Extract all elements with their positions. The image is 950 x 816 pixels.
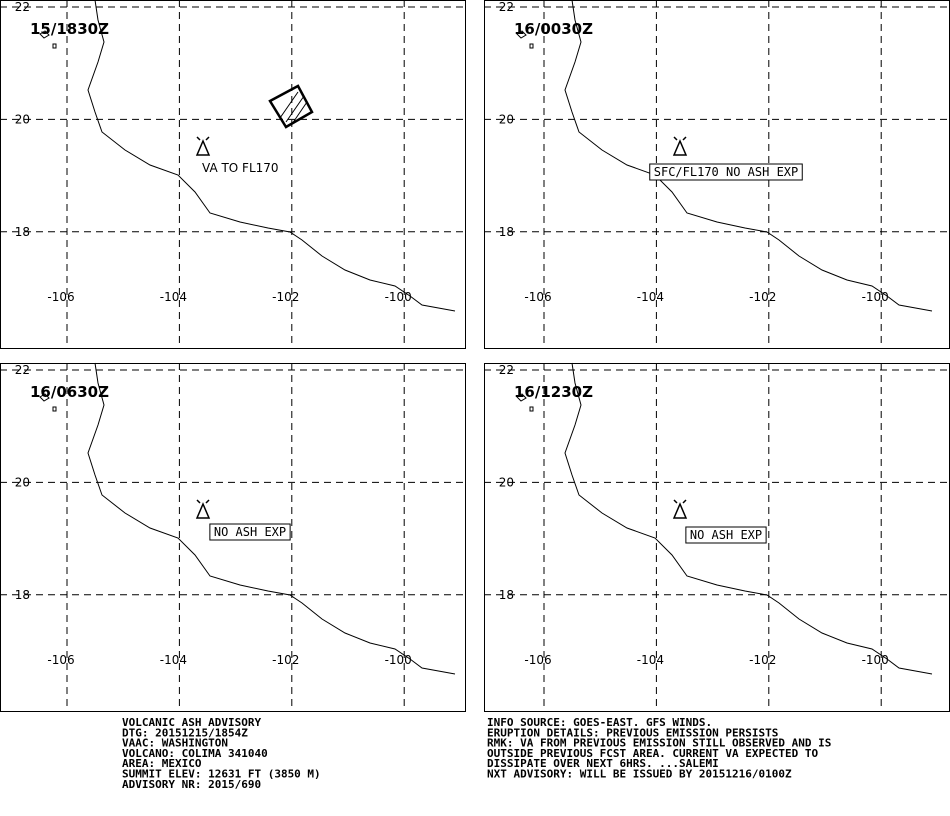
- coastline: [564, 0, 933, 312]
- advisory-line: AREA: MEXICO: [122, 757, 202, 770]
- advisory-line: SUMMIT ELEV: 12631 FT (3850 M): [122, 768, 321, 781]
- lat-label: 22: [499, 0, 514, 14]
- lon-label: -104: [637, 290, 664, 304]
- advisory-line: DISSIPATE OVER NEXT 6HRS. ...SALEMI: [487, 757, 719, 770]
- lon-label: -106: [47, 653, 74, 667]
- lon-label: -106: [524, 653, 551, 667]
- lat-label: 20: [499, 475, 514, 489]
- annotation: NO ASH EXP: [214, 525, 286, 539]
- lon-label: -104: [160, 653, 187, 667]
- volcano-symbol: [195, 136, 211, 156]
- lon-label: -102: [272, 290, 299, 304]
- coastline: [87, 0, 456, 312]
- lat-label: 22: [15, 0, 30, 14]
- lat-label: 20: [15, 112, 30, 126]
- lat-label: 18: [15, 225, 30, 239]
- valid-time: 16/1230Z: [514, 383, 593, 401]
- volcano-symbol: [672, 136, 688, 156]
- annotation-box: [685, 526, 767, 544]
- lon-label: -102: [749, 290, 776, 304]
- advisory-line: VOLCANIC ASH ADVISORY: [122, 716, 261, 729]
- island: [516, 30, 534, 49]
- lon-label: -102: [749, 653, 776, 667]
- advisory-line: ERUPTION DETAILS: PREVIOUS EMISSION PERS…: [487, 726, 778, 739]
- ash-hatch: [279, 91, 308, 125]
- annotation-box: [649, 163, 803, 181]
- coastline: [564, 362, 933, 675]
- lat-label: 22: [15, 363, 30, 377]
- advisory-line: VOLCANO: COLIMA 341040: [122, 747, 268, 760]
- valid-time: 16/0630Z: [30, 383, 109, 401]
- advisory-line: NXT ADVISORY: WILL BE ISSUED BY 20151216…: [487, 768, 792, 781]
- island: [516, 393, 534, 412]
- lon-label: -106: [524, 290, 551, 304]
- island: [39, 393, 57, 412]
- volcano-symbol: [672, 499, 688, 519]
- lat-label: 20: [499, 112, 514, 126]
- panel-border: [0, 0, 466, 349]
- advisory-line: DTG: 20151215/1854Z: [122, 726, 248, 739]
- lat-label: 22: [499, 363, 514, 377]
- annotation: VA TO FL170: [202, 161, 279, 175]
- lon-label: -100: [862, 290, 889, 304]
- annotation: NO ASH EXP: [690, 528, 762, 542]
- annotation: SFC/FL170 NO ASH EXP: [654, 165, 799, 179]
- ash-area: [268, 84, 314, 129]
- lon-label: -100: [385, 653, 412, 667]
- advisory-line: RMK: VA FROM PREVIOUS EMISSION STILL OBS…: [487, 737, 831, 750]
- lon-label: -104: [160, 290, 187, 304]
- lon-label: -104: [637, 653, 664, 667]
- lat-label: 18: [15, 588, 30, 602]
- lon-label: -100: [862, 653, 889, 667]
- valid-time: 15/1830Z: [30, 20, 109, 38]
- annotation-box: [209, 523, 291, 541]
- advisory-line: ADVISORY NR: 2015/690: [122, 778, 261, 791]
- lon-label: -100: [385, 290, 412, 304]
- lat-label: 18: [499, 225, 514, 239]
- lat-label: 18: [499, 588, 514, 602]
- coastline: [87, 362, 456, 675]
- lon-label: -102: [272, 653, 299, 667]
- advisory-line: VAAC: WASHINGTON: [122, 737, 228, 750]
- advisory-line: INFO SOURCE: GOES-EAST. GFS WINDS.: [487, 716, 712, 729]
- map-panel: 22 20 18 -106 -104 -102 -100 16/1230Z: [484, 362, 950, 712]
- valid-time: 16/0030Z: [514, 20, 593, 38]
- volcano-symbol: [195, 499, 211, 519]
- map-panel: 22 20 18 -106 -104 -102 -100 15/1830Z: [0, 0, 466, 349]
- island: [39, 30, 57, 49]
- lon-label: -106: [47, 290, 74, 304]
- advisory-line: OUTSIDE PREVIOUS FCST AREA. CURRENT VA E…: [487, 747, 819, 760]
- lat-label: 20: [15, 475, 30, 489]
